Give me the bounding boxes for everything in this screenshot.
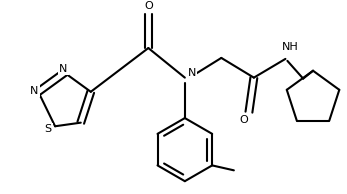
Text: O: O xyxy=(144,1,153,11)
Text: N: N xyxy=(30,86,39,96)
Text: N: N xyxy=(59,64,68,74)
Text: NH: NH xyxy=(282,42,299,52)
Text: O: O xyxy=(240,115,248,125)
Text: S: S xyxy=(45,124,52,134)
Text: N: N xyxy=(188,68,196,78)
